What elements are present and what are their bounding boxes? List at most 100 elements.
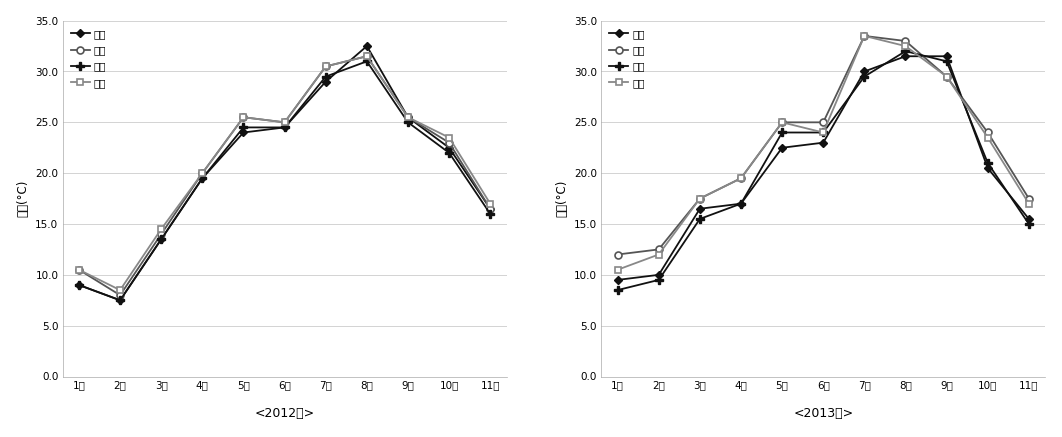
X-axis label: <2013년>: <2013년> (793, 407, 853, 420)
Line: 고산: 고산 (74, 57, 495, 305)
성산 (320, 79, 332, 84)
Line: 신촌: 신촌 (614, 32, 1032, 273)
성산 (114, 298, 126, 303)
성산 (652, 272, 665, 277)
성산 (775, 145, 788, 150)
고산 (155, 236, 168, 242)
고산 (940, 59, 953, 64)
고산 (320, 74, 332, 79)
신촌 (775, 120, 788, 125)
고산 (981, 160, 994, 166)
성산 (72, 282, 85, 288)
X-axis label: <2012년>: <2012년> (255, 407, 314, 420)
신효 (360, 54, 373, 59)
Line: 신촌: 신촌 (75, 53, 494, 294)
신효 (775, 120, 788, 125)
Y-axis label: 기온(°C): 기온(°C) (17, 180, 30, 217)
고산 (484, 211, 497, 216)
성산 (693, 206, 706, 212)
신효 (443, 140, 456, 145)
신촌 (940, 74, 953, 79)
Y-axis label: 기온(°C): 기온(°C) (555, 180, 568, 217)
고산 (652, 277, 665, 283)
고산 (196, 176, 209, 181)
신효 (735, 176, 748, 181)
신촌 (1023, 201, 1035, 206)
신효 (278, 120, 291, 125)
성산 (484, 206, 497, 212)
신촌 (817, 130, 829, 135)
신촌 (278, 120, 291, 125)
신효 (155, 232, 168, 237)
고산 (612, 288, 624, 293)
고산 (360, 59, 373, 64)
성산 (237, 130, 250, 135)
Legend: 성산, 신효, 고산, 신촌: 성산, 신효, 고산, 신촌 (68, 26, 109, 91)
고산 (114, 298, 126, 303)
성산 (612, 277, 624, 283)
신촌 (360, 54, 373, 59)
신효 (237, 114, 250, 120)
고산 (401, 120, 414, 125)
고산 (1023, 222, 1035, 227)
Legend: 성산, 신효, 고산, 신촌: 성산, 신효, 고산, 신촌 (606, 26, 648, 91)
신촌 (612, 267, 624, 272)
성산 (858, 69, 871, 74)
성산 (735, 201, 748, 206)
신효 (900, 38, 912, 44)
성산 (278, 125, 291, 130)
고산 (237, 125, 250, 130)
Line: 신효: 신효 (75, 53, 494, 298)
신촌 (443, 135, 456, 140)
성산 (360, 43, 373, 49)
성산 (940, 54, 953, 59)
신촌 (652, 252, 665, 257)
Line: 성산: 성산 (76, 43, 493, 303)
Line: 성산: 성산 (615, 53, 1031, 283)
신촌 (484, 201, 497, 206)
신촌 (155, 226, 168, 232)
성산 (443, 145, 456, 150)
신효 (401, 114, 414, 120)
Line: 신효: 신효 (614, 32, 1032, 258)
성산 (900, 54, 912, 59)
Line: 고산: 고산 (614, 47, 1033, 294)
신효 (484, 206, 497, 212)
고산 (693, 216, 706, 222)
신효 (196, 170, 209, 176)
신촌 (114, 288, 126, 293)
신효 (320, 64, 332, 69)
고산 (72, 282, 85, 288)
신효 (858, 33, 871, 38)
고산 (900, 49, 912, 54)
성산 (817, 140, 829, 145)
신촌 (320, 64, 332, 69)
신효 (693, 196, 706, 201)
고산 (858, 74, 871, 79)
신촌 (858, 33, 871, 38)
고산 (817, 130, 829, 135)
신효 (72, 267, 85, 272)
신촌 (237, 114, 250, 120)
신효 (817, 120, 829, 125)
신촌 (900, 43, 912, 49)
신효 (612, 252, 624, 257)
고산 (775, 130, 788, 135)
신효 (114, 292, 126, 298)
성산 (401, 114, 414, 120)
신촌 (72, 267, 85, 272)
신촌 (196, 170, 209, 176)
신촌 (735, 176, 748, 181)
성산 (155, 236, 168, 242)
신효 (981, 130, 994, 135)
고산 (278, 125, 291, 130)
성산 (1023, 216, 1035, 222)
신촌 (693, 196, 706, 201)
고산 (735, 201, 748, 206)
고산 (443, 150, 456, 156)
신효 (652, 247, 665, 252)
신촌 (401, 114, 414, 120)
성산 (981, 166, 994, 171)
성산 (196, 176, 209, 181)
신효 (1023, 196, 1035, 201)
